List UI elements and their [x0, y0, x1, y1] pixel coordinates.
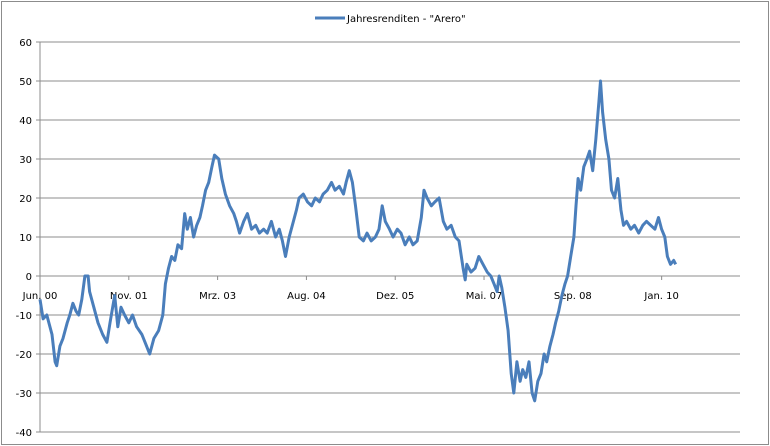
series-line-arero — [38, 79, 678, 403]
y-axis: -40 -30 -20 -10 0 10 20 30 40 50 60 — [16, 38, 41, 439]
gridlines — [36, 41, 740, 433]
legend: Jahresrenditen - "Arero" — [315, 14, 466, 25]
x-tick-label: Sep. 08 — [554, 291, 592, 302]
x-tick-label: Jun. 00 — [22, 291, 58, 302]
y-tick-label: 60 — [19, 38, 32, 49]
x-tick-label: Mai. 07 — [466, 291, 503, 302]
y-tick-label: 10 — [19, 233, 32, 244]
x-axis: Jun. 00 Nov. 01 Mrz. 03 Aug. 04 Dez. 05 Mai. … — [22, 276, 679, 302]
y-tick-label: 50 — [19, 77, 32, 88]
y-tick-label: -30 — [16, 389, 32, 400]
x-tick-label: Nov. 01 — [110, 291, 148, 302]
x-tick-label: Aug. 04 — [287, 291, 326, 302]
x-tick-label: Jan. 10 — [643, 291, 679, 302]
x-tick-label: Mrz. 03 — [199, 291, 236, 302]
y-tick-label: -40 — [16, 428, 32, 439]
y-tick-label: 0 — [26, 272, 32, 283]
y-tick-label: 40 — [19, 116, 32, 127]
y-tick-label: 20 — [19, 194, 32, 205]
series-layer — [38, 79, 678, 403]
legend-label: Jahresrenditen - "Arero" — [346, 14, 466, 25]
y-tick-label: -10 — [16, 311, 32, 322]
y-tick-label: -20 — [16, 350, 32, 361]
y-tick-label: 30 — [19, 155, 32, 166]
x-tick-label: Dez. 05 — [376, 291, 414, 302]
